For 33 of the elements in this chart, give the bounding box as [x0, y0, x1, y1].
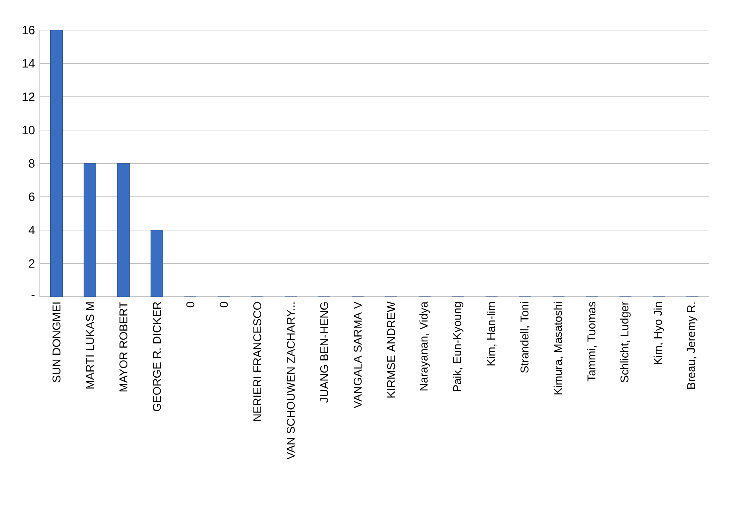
- x-tick-label: Kim, Han-lim: [486, 302, 497, 366]
- x-tick-label: GEORGE R. DICKER: [153, 302, 162, 412]
- x-tick-label: Tammi, Tuomas: [587, 302, 598, 382]
- x-tick-label: MARTI LUKAS M: [86, 302, 94, 389]
- bar: [50, 30, 64, 298]
- x-tick-label: JUANG BEN-HENG: [320, 302, 328, 403]
- x-tick-label: Paik, Eun-Kyoung: [453, 302, 464, 392]
- x-tick-label: SUN DONGMEI: [52, 302, 61, 382]
- x-tick-label: Breau, Jeremy R.: [688, 302, 698, 389]
- y-tick-label: -: [32, 295, 35, 296]
- y-tick-label: 6: [29, 192, 35, 202]
- y-tick-label: 10: [22, 126, 35, 135]
- y-tick-label: 2: [29, 259, 35, 268]
- x-tick-label: 0: [220, 302, 228, 308]
- y-tick-label: 8: [29, 159, 35, 168]
- x-tick-label: Narayanan, Vidya: [420, 302, 430, 391]
- x-tick-label: 0: [186, 302, 195, 308]
- x-tick-label: VANGALA SARMA V: [354, 302, 362, 409]
- y-tick-label: 12: [22, 92, 35, 102]
- x-tick-label: Schlicht, Ludger: [620, 302, 631, 382]
- bar: [84, 163, 96, 298]
- x-tick-label: NERIERI FRANCESCO: [254, 302, 262, 422]
- x-tick-label: KIRMSE ANDREW: [387, 302, 396, 398]
- y-tick-label: 14: [22, 60, 35, 68]
- y-tick-label: 16: [22, 26, 35, 35]
- x-tick-label: Strandell, Toni: [520, 302, 530, 374]
- x-tick-label: Kim, Hyo Jin: [654, 302, 664, 364]
- bar: [117, 163, 130, 298]
- y-tick-label: 4: [28, 226, 35, 234]
- bar: [150, 230, 164, 298]
- x-tick-label: MAYOR ROBERT: [120, 302, 128, 392]
- x-tick-label: VAN SCHOUWEN ZACHARY...: [287, 302, 296, 460]
- x-tick-label: Kimura, Masatoshi: [554, 302, 564, 395]
